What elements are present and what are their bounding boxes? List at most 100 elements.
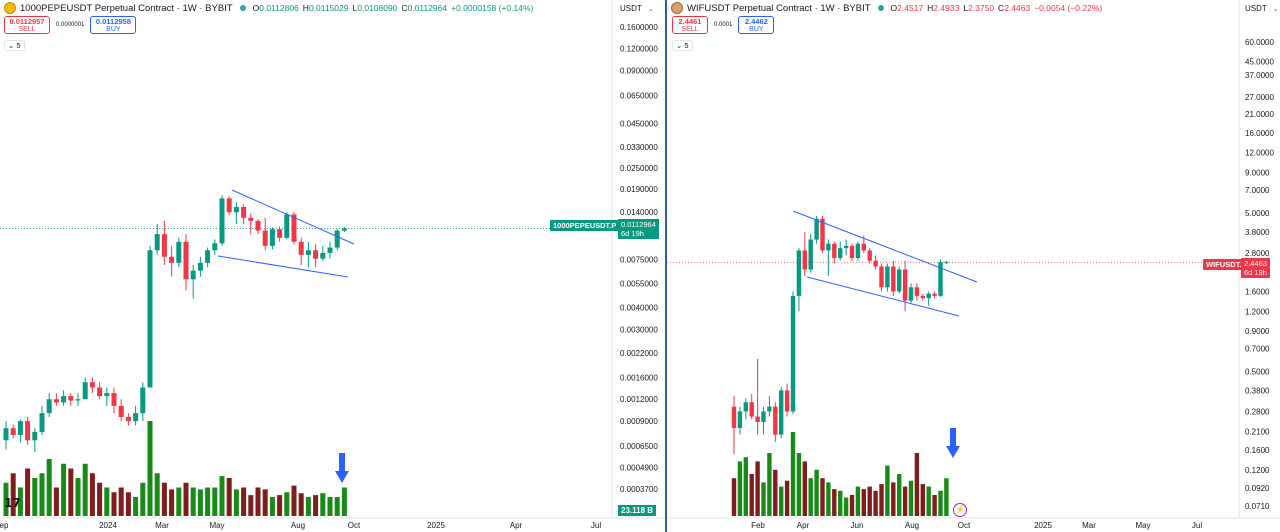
volume-bar	[826, 482, 831, 516]
time-tick-label: Jul	[591, 521, 601, 530]
price-tick-label: 0.1200	[1245, 466, 1270, 475]
volume-bar	[779, 486, 784, 516]
trendline	[792, 210, 978, 283]
left-currency-select[interactable]: USDT ⌄	[620, 4, 654, 13]
pane-divider[interactable]	[665, 0, 667, 532]
candle-body	[879, 266, 884, 288]
volume-bar	[3, 482, 9, 516]
right-currency-label: USDT	[1245, 4, 1267, 13]
volume-bar	[291, 485, 297, 516]
chevron-down-icon: ⌄	[647, 6, 654, 13]
price-tick-label: 0.3800	[1245, 386, 1270, 395]
candle-body	[341, 228, 347, 231]
price-tick-label: 0.0012000	[620, 395, 658, 404]
volume-bar	[10, 473, 16, 516]
right-buy-button[interactable]: 2.4462 BUY	[738, 16, 775, 34]
ohlc-item: +0.0000158 (+0.14%)	[451, 3, 534, 13]
price-tick-label: 0.1200000	[620, 45, 658, 54]
right-symbol-title[interactable]: WIFUSDT Perpetual Contract · 1W · BYBIT	[687, 2, 871, 14]
ohlc-item: O2.4517	[890, 3, 924, 13]
price-tick-label: 1.6000	[1245, 287, 1270, 296]
volume-bar	[284, 492, 290, 516]
volume-bar	[879, 484, 884, 516]
left-trade-buttons: 0.0112957 SELL 0.0000001 0.0112958 BUY	[4, 16, 137, 34]
price-tick-label: 0.0190000	[620, 185, 658, 194]
candle-body	[761, 411, 766, 423]
candle-body	[926, 293, 931, 299]
right-indicator-count: 5	[684, 41, 689, 50]
trendline	[217, 255, 349, 278]
candle-body	[255, 220, 261, 231]
candle-body	[298, 241, 304, 255]
volume-bar	[75, 478, 81, 516]
left-volume-label: 23.118 B	[618, 505, 657, 516]
lightning-event-icon[interactable]: ⚡	[953, 503, 967, 517]
volume-bar	[17, 487, 23, 516]
price-tick-label: 0.9000	[1245, 327, 1270, 336]
candle-body	[140, 387, 146, 414]
volume-bar	[820, 478, 825, 516]
volume-bar	[219, 476, 225, 516]
candle-body	[248, 217, 254, 221]
candle-body	[891, 266, 896, 292]
right-price-chart[interactable]: 60.0000 45.0000 37.0000 27.0000 21.0000 16.00…	[667, 0, 1280, 532]
price-tick-label: 21.0000	[1245, 110, 1274, 119]
volume-bar	[133, 497, 139, 516]
candle-body	[10, 428, 16, 436]
candle-body	[161, 234, 167, 257]
price-tick-label: 0.0650000	[620, 91, 658, 100]
candle-body	[305, 250, 311, 255]
left-price-chart[interactable]: 0.1600000 0.1200000 0.0900000 0.0650000 0.04…	[0, 0, 665, 532]
left-last-price-label: 0.0112964 6d 19h	[618, 219, 659, 239]
left-chart-pane[interactable]: 0.1600000 0.1200000 0.0900000 0.0650000 0.04…	[0, 0, 665, 532]
candle-body	[284, 214, 290, 238]
time-tick-label: Aug	[291, 521, 305, 530]
candle-body	[226, 198, 232, 213]
candle-body	[17, 421, 23, 436]
right-indicators-toggle[interactable]: ⌄ 5	[672, 40, 693, 51]
left-buy-button[interactable]: 0.0112958 BUY	[90, 16, 137, 34]
right-symbol-price-tag: WIFUSDT.P	[1203, 259, 1250, 270]
tradingview-logo[interactable]: 17	[4, 496, 21, 510]
right-currency-select[interactable]: USDT ⌄	[1245, 4, 1279, 13]
candle-body	[75, 399, 81, 401]
right-sell-button[interactable]: 2.4461 SELL	[672, 16, 708, 34]
volume-bar	[327, 497, 333, 516]
time-tick-label: ep	[0, 521, 9, 530]
volume-bar	[269, 497, 275, 516]
candle-body	[118, 405, 124, 418]
volume-bar	[226, 478, 232, 516]
volume-bar	[111, 492, 117, 516]
candle-body	[3, 428, 9, 441]
candle-body	[838, 248, 843, 259]
candle-body	[743, 402, 748, 412]
left-symbol-title[interactable]: 1000PEPEUSDT Perpetual Contract · 1W · B…	[20, 2, 233, 14]
candle-body	[111, 393, 117, 406]
volume-bar	[46, 459, 52, 516]
price-tick-label: 0.0003700	[620, 485, 658, 494]
volume-bar	[885, 465, 890, 516]
volume-bar	[313, 495, 319, 516]
candle-body	[773, 406, 778, 435]
right-chart-pane[interactable]: 60.0000 45.0000 37.0000 27.0000 21.0000 16.00…	[667, 0, 1280, 532]
candle-body	[68, 396, 74, 401]
price-tick-label: 0.0016000	[620, 373, 658, 382]
time-tick-label: 2024	[99, 521, 117, 530]
left-spread: 0.0000001	[56, 22, 85, 28]
volume-bar	[767, 453, 772, 516]
market-open-icon	[877, 5, 884, 11]
price-tick-label: 3.8000	[1245, 228, 1270, 237]
left-bar-countdown: 6d 19h	[621, 229, 644, 238]
volume-bar	[205, 487, 211, 516]
left-indicators-toggle[interactable]: ⌄ 5	[4, 40, 25, 51]
volume-bar	[902, 486, 908, 516]
volume-bar	[68, 468, 74, 516]
chevron-down-icon: ⌄	[8, 41, 15, 50]
candle-body	[39, 413, 45, 433]
volume-bar	[97, 482, 103, 516]
volume-bar	[908, 480, 914, 516]
candle-body	[920, 295, 925, 299]
left-sell-button[interactable]: 0.0112957 SELL	[4, 16, 50, 34]
candle-body	[755, 416, 760, 423]
ohlc-item: H2.4933	[927, 3, 960, 13]
